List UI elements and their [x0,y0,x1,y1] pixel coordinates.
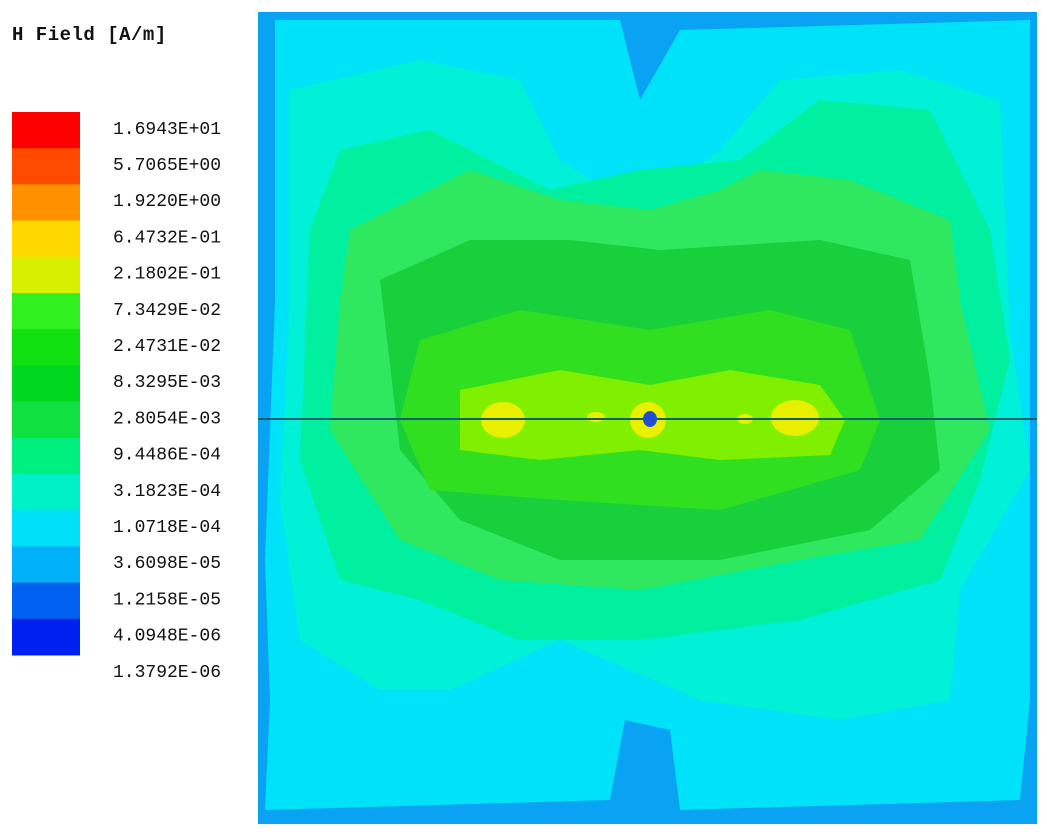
legend-label: 2.4731E-02 [113,337,221,357]
legend-label: 9.4486E-04 [113,446,221,466]
field-plot [258,12,1037,824]
color-legend: 1.6943E+01 5.7065E+00 1.9220E+00 6.4732E-01… [12,112,221,683]
legend-swatch [12,220,80,258]
legend-swatch [12,184,80,222]
legend-label: 2.8054E-03 [113,409,221,429]
legend-swatch [12,148,80,185]
legend-swatch [12,546,80,584]
legend-swatch [12,582,80,620]
legend-swatch [12,256,80,294]
legend-swatch [12,365,80,403]
legend-label: 7.3429E-02 [113,301,221,321]
legend-swatch [12,329,80,366]
legend-title: H Field [A/m] [12,24,167,46]
legend-swatch [12,437,80,475]
legend-label: 1.3792E-06 [113,663,221,683]
legend-label: 1.6943E+01 [113,120,221,140]
legend-label: 1.0718E-04 [113,518,221,538]
legend-label: 6.4732E-01 [113,228,221,248]
contour-region [587,412,605,422]
legend-swatch [12,293,80,330]
legend-swatch [12,401,80,439]
legend-label: 2.1802E-01 [113,265,221,285]
legend-swatch [12,510,80,547]
legend-label: 3.1823E-04 [113,482,221,502]
legend-label: 8.3295E-03 [113,373,221,393]
source-dot [643,411,657,427]
legend-label: 5.7065E+00 [113,156,221,176]
legend-label: 1.2158E-05 [113,590,221,610]
legend-swatch [12,112,80,149]
legend-label: 4.0948E-06 [113,627,221,647]
legend-label: 3.6098E-05 [113,554,221,574]
legend-swatch [12,474,80,511]
legend-swatch [12,618,80,656]
legend-label: 1.9220E+00 [113,192,221,212]
